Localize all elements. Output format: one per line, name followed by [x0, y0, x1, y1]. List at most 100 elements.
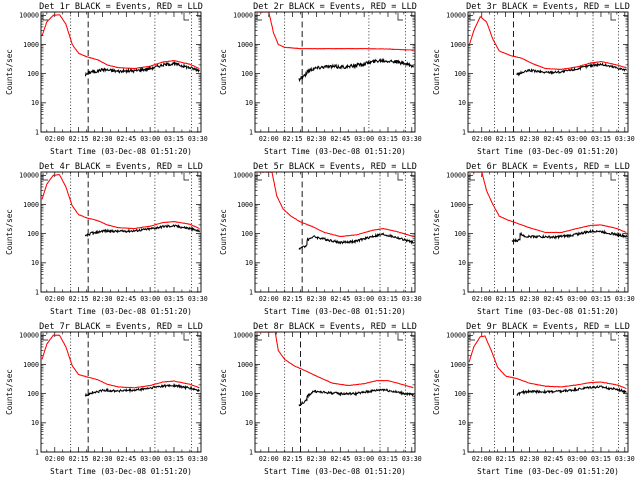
start-bracket-mark: [469, 333, 475, 341]
x-axis-label: Start Time (03-Dec-09 01:51:20): [477, 147, 619, 156]
end-bracket-mark: [610, 173, 616, 181]
start-bracket-mark: [469, 173, 475, 181]
x-axis-label: Start Time (03-Dec-08 01:51:20): [264, 147, 406, 156]
panel-title: Det 1r BLACK = Events, RED = LLD: [39, 2, 203, 12]
plot-frame: [254, 331, 416, 453]
y-tick-label: 100: [241, 230, 253, 238]
end-bracket-mark: [610, 333, 616, 341]
y-tick-label: 10000: [19, 172, 39, 180]
detector-panel-2: Det 2r BLACK = Events, RED = LLD Counts/s…: [219, 2, 422, 156]
end-bracket-mark: [183, 13, 189, 21]
y-axis-label: Counts/sec: [432, 49, 441, 95]
y-tick-label: 1: [249, 448, 253, 456]
y-tick-label: 100: [454, 230, 466, 238]
panel-title: Det 6r BLACK = Events, RED = LLD: [466, 162, 630, 172]
end-bracket-mark: [610, 13, 616, 21]
y-tick-label: 10000: [233, 172, 253, 180]
x-tick-label: 02:00: [259, 135, 279, 143]
y-tick-label: 10000: [446, 332, 466, 340]
y-tick-label: 10: [245, 419, 253, 427]
x-tick-label: 02:00: [259, 295, 279, 303]
x-tick-label: 02:45: [543, 135, 563, 143]
lld-series-line: [41, 174, 200, 230]
x-tick-label: 03:00: [354, 135, 374, 143]
x-tick-label: 03:30: [402, 135, 422, 143]
lld-series-line: [255, 172, 414, 238]
events-series-line: [84, 223, 200, 238]
x-tick-label: 03:30: [615, 455, 635, 463]
x-axis-label: Start Time (03-Dec-08 01:51:20): [477, 307, 619, 316]
panel-title: Det 2r BLACK = Events, RED = LLD: [253, 2, 417, 12]
y-tick-label: 10: [458, 419, 466, 427]
lld-series-line: [41, 334, 200, 389]
x-tick-label: 02:15: [496, 135, 516, 143]
x-tick-label: 02:30: [93, 135, 113, 143]
y-tick-label: 1000: [237, 201, 253, 209]
x-tick-label: 03:15: [591, 455, 611, 463]
plot-frame: [40, 11, 202, 133]
x-tick-label: 03:15: [378, 455, 398, 463]
x-tick-label: 03:15: [591, 295, 611, 303]
y-tick-label: 100: [27, 70, 39, 78]
x-tick-label: 02:00: [472, 135, 492, 143]
detector-panel-1: Det 1r BLACK = Events, RED = LLD Counts/s…: [5, 2, 208, 156]
x-tick-label: 02:15: [69, 295, 89, 303]
x-tick-label: 02:45: [116, 295, 136, 303]
y-tick-label: 1: [249, 288, 253, 296]
detector-panel-7: Det 7r BLACK = Events, RED = LLD Counts/s…: [5, 322, 208, 476]
lld-series-line: [468, 172, 627, 234]
start-bracket-mark: [469, 13, 475, 21]
x-tick-label: 03:00: [354, 295, 374, 303]
x-tick-label: 02:15: [69, 135, 89, 143]
plot-frame: [467, 171, 629, 293]
y-tick-label: 1: [35, 288, 39, 296]
x-tick-label: 02:30: [520, 455, 540, 463]
y-axis-label: Counts/sec: [432, 209, 441, 255]
lld-series-line: [255, 332, 414, 389]
x-tick-label: 02:30: [307, 135, 327, 143]
y-tick-label: 10: [458, 99, 466, 107]
y-tick-label: 10000: [19, 12, 39, 20]
start-bracket-mark: [256, 13, 262, 21]
x-tick-label: 02:15: [69, 455, 89, 463]
x-tick-label: 02:00: [45, 135, 65, 143]
lld-series-line: [255, 12, 414, 51]
panel-title: Det 3r BLACK = Events, RED = LLD: [466, 2, 630, 12]
x-tick-label: 02:00: [472, 295, 492, 303]
detector-panel-3: Det 3r BLACK = Events, RED = LLD Counts/s…: [432, 2, 635, 156]
y-tick-label: 1000: [450, 41, 466, 49]
y-tick-label: 10000: [446, 172, 466, 180]
x-axis-label: Start Time (03-Dec-08 01:51:20): [50, 147, 192, 156]
y-tick-label: 1: [249, 128, 253, 136]
x-tick-label: 02:00: [472, 455, 492, 463]
x-tick-label: 03:30: [188, 295, 208, 303]
events-series-line: [298, 57, 414, 83]
lld-series-line: [41, 14, 200, 70]
x-tick-label: 03:30: [188, 135, 208, 143]
x-tick-label: 02:15: [283, 135, 303, 143]
panel-title: Det 5r BLACK = Events, RED = LLD: [253, 162, 417, 172]
x-tick-label: 02:30: [520, 295, 540, 303]
x-tick-label: 03:15: [164, 295, 184, 303]
lld-series-line: [468, 16, 627, 71]
panel-title: Det 8r BLACK = Events, RED = LLD: [253, 322, 417, 332]
events-series-line: [298, 232, 414, 250]
x-axis-label: Start Time (03-Dec-08 01:51:20): [264, 307, 406, 316]
y-tick-label: 10000: [446, 12, 466, 20]
x-tick-label: 03:30: [402, 455, 422, 463]
y-tick-label: 10: [458, 259, 466, 267]
y-tick-label: 1000: [23, 201, 39, 209]
x-tick-label: 02:00: [259, 455, 279, 463]
x-tick-label: 03:00: [567, 135, 587, 143]
x-tick-label: 03:15: [164, 135, 184, 143]
detector-panel-4: Det 4r BLACK = Events, RED = LLD Counts/s…: [5, 162, 208, 316]
detector-panel-9: Det 9r BLACK = Events, RED = LLD Counts/s…: [432, 322, 635, 476]
events-series-line: [84, 382, 200, 397]
detector-panel-8: Det 8r BLACK = Events, RED = LLD Counts/s…: [219, 322, 422, 476]
x-tick-label: 03:30: [615, 135, 635, 143]
x-tick-label: 02:45: [330, 295, 350, 303]
y-tick-label: 1000: [450, 361, 466, 369]
panel-title: Det 7r BLACK = Events, RED = LLD: [39, 322, 203, 332]
end-bracket-mark: [397, 13, 403, 21]
x-tick-label: 03:15: [591, 135, 611, 143]
